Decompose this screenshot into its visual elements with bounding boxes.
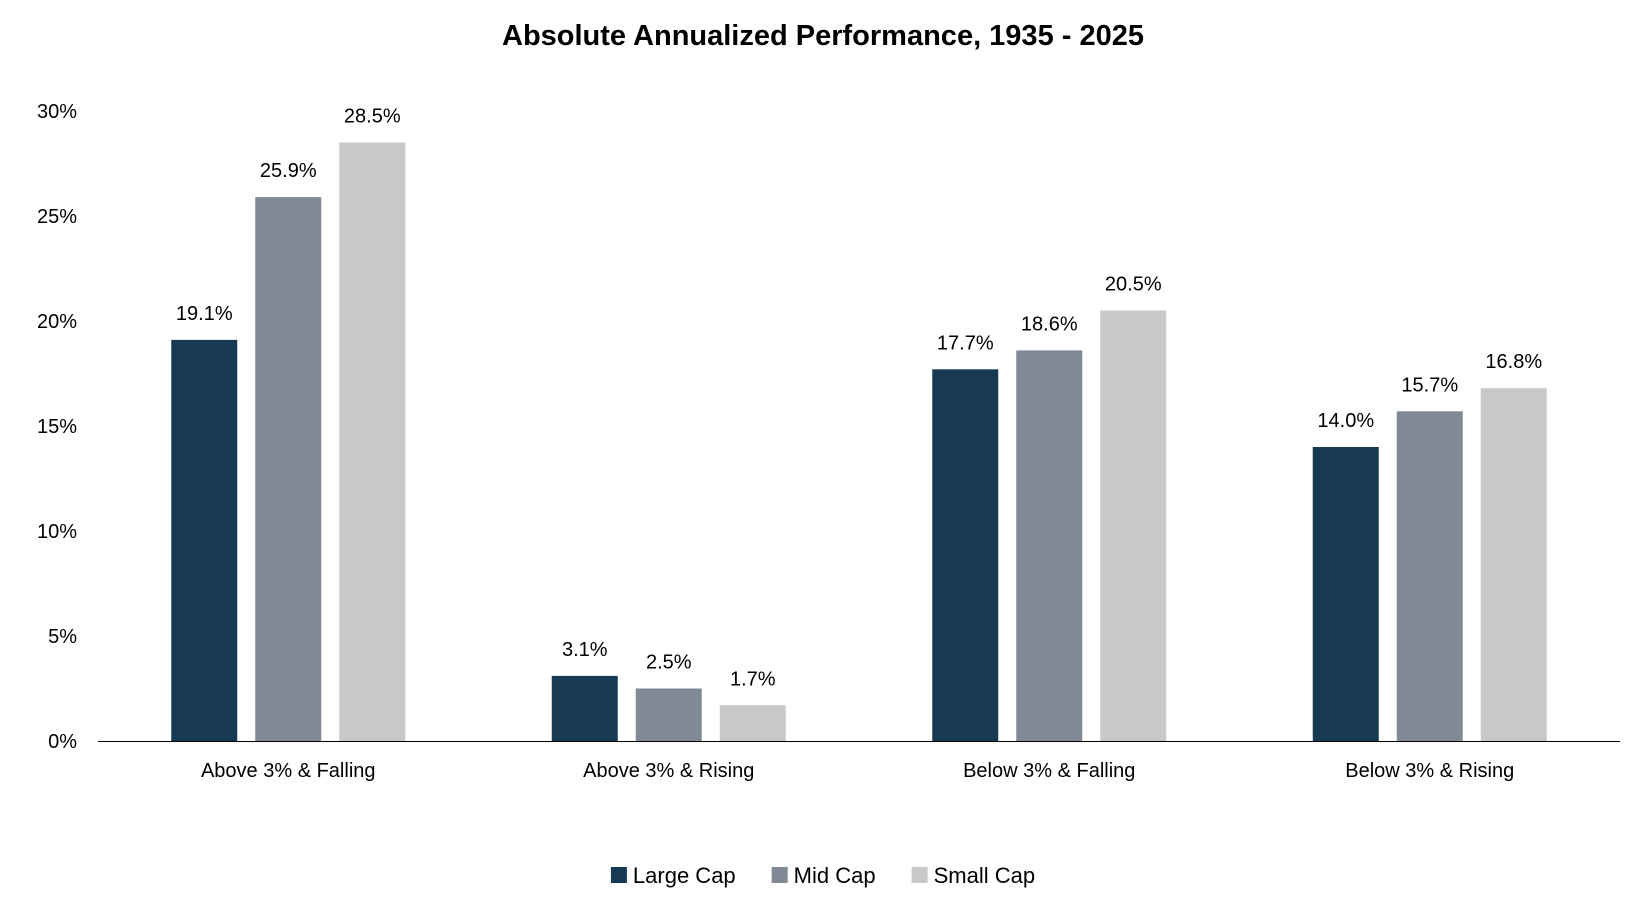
legend-label: Mid Cap (794, 863, 876, 888)
data-label: 2.5% (646, 652, 692, 674)
legend-swatch (911, 867, 928, 883)
bar-large-cap (551, 675, 618, 741)
y-tick-label: 25% (37, 206, 77, 228)
data-label: 16.8% (1485, 351, 1542, 373)
data-label: 20.5% (1105, 274, 1162, 296)
bar-large-cap (1312, 447, 1379, 741)
data-label: 17.7% (937, 332, 994, 354)
data-label: 18.6% (1021, 313, 1078, 335)
bar-small-cap (1100, 310, 1167, 741)
y-tick-label: 30% (37, 101, 77, 123)
bars-group (171, 142, 1547, 742)
data-label: 25.9% (260, 160, 317, 182)
data-label: 19.1% (176, 303, 233, 325)
bar-mid-cap (635, 688, 702, 741)
y-axis: 0% 5% 10% 15% 20% 25% 30% (37, 101, 77, 753)
y-tick-label: 5% (48, 626, 77, 648)
legend-label: Small Cap (934, 863, 1035, 888)
y-tick-label: 20% (37, 311, 77, 333)
data-label: 14.0% (1317, 410, 1374, 432)
x-category-label: Below 3% & Rising (1345, 760, 1514, 782)
bar-small-cap (719, 705, 786, 741)
bar-large-cap (171, 339, 238, 741)
data-label: 15.7% (1401, 374, 1458, 396)
chart-title: Absolute Annualized Performance, 1935 - … (502, 20, 1144, 52)
bar-mid-cap (1396, 411, 1463, 741)
data-labels-group: 19.1% 25.9% 28.5% 3.1% 2.5% 1.7% 17.7% 18.6% 20.… (176, 106, 1542, 691)
y-tick-label: 10% (37, 521, 77, 543)
bar-small-cap (339, 142, 406, 741)
x-category-label: Below 3% & Falling (963, 760, 1135, 782)
legend-label: Large Cap (633, 863, 736, 888)
legend-swatch (610, 867, 627, 883)
data-label: 1.7% (730, 668, 776, 690)
bar-mid-cap (1016, 350, 1083, 741)
legend: Large Cap Mid Cap Small Cap (610, 863, 1035, 888)
x-axis: Above 3% & Falling Above 3% & Rising Below… (201, 760, 1514, 782)
x-category-label: Above 3% & Falling (201, 760, 376, 782)
bar-large-cap (932, 369, 999, 741)
data-label: 3.1% (562, 639, 608, 661)
y-tick-label: 0% (48, 731, 77, 753)
legend-swatch (771, 867, 788, 883)
x-category-label: Above 3% & Rising (583, 760, 754, 782)
bar-mid-cap (255, 197, 322, 742)
bar-small-cap (1480, 388, 1547, 741)
data-label: 28.5% (344, 106, 401, 128)
y-tick-label: 15% (37, 416, 77, 438)
